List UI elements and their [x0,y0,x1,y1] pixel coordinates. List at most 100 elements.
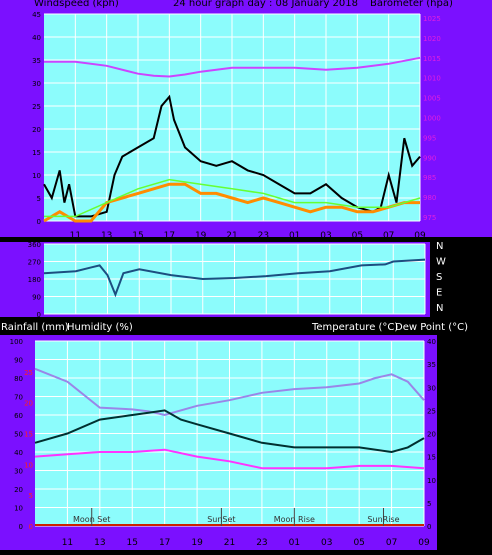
humidity-y-tick-label: 90 [14,357,23,365]
humidity-y-tick-label: 30 [14,468,23,476]
humidity-y-tick-label: 60 [14,412,23,420]
temperature-axis-title: Temperature (°C) [311,322,398,333]
barometer-y-tick-label: 1025 [423,15,441,23]
rain-y-tick-label: 15 [24,431,33,439]
humidity-axis-title: Humidity (%) [67,322,133,333]
x-tick-label: 23 [258,231,269,241]
x-tick-label: 15 [127,538,138,548]
x-tick-label: 13 [94,538,105,548]
temperature-y-tick-label: 15 [427,454,436,462]
x-tick-label: 01 [289,231,300,241]
x-tick-label: 19 [191,538,203,548]
barometer-y-tick-label: 985 [423,174,436,182]
compass-label: N [436,303,443,314]
humidity-series [34,367,425,417]
wind-y-tick-label: 10 [32,172,41,180]
compass-label: E [436,288,442,299]
wind-y-tick-label: 40 [32,34,41,42]
barometer-y-tick-label: 1010 [423,75,441,83]
event-label: SunRise [367,515,399,524]
dew-point-series [34,448,425,470]
humidity-y-tick-label: 80 [14,375,23,383]
temperature-series [34,409,425,454]
compass-label: S [436,272,442,283]
barometer-y-tick-label: 1005 [423,95,441,103]
wind-y-tick-label: 0 [37,218,41,226]
humidity-y-tick-label: 20 [14,486,23,494]
x-tick-label: 17 [164,231,175,241]
gridlines [35,13,426,527]
temperature-y-tick-label: 10 [427,477,436,485]
barometer-y-tick-label: 980 [423,194,436,202]
temperature-y-tick-label: 30 [427,384,436,392]
x-tick-label: 09 [418,538,430,548]
barometer-y-tick-label: 1020 [423,35,441,43]
rainfall-axis-title: Rainfall (mm) [1,322,69,333]
rain-y-tick-label: 5 [29,492,33,500]
humidity-y-tick-label: 50 [14,431,23,439]
wind-direction-series [43,258,426,298]
rain-y-tick-label: 0 [29,523,33,531]
barometer-series [44,56,421,78]
x-tick-label: 21 [226,231,237,241]
temperature-y-tick-label: 0 [427,523,431,531]
x-tick-label: 05 [353,538,364,548]
barometer-y-tick-label: 990 [423,154,436,162]
x-tick-label: 17 [159,538,170,548]
wind-y-tick-label: 15 [32,149,41,157]
x-tick-label: 03 [320,231,331,241]
dew-point-axis-title: Dew Point (°C) [395,322,468,333]
wind-y-tick-label: 20 [32,126,41,134]
direction-y-tick-label: 270 [28,259,41,267]
x-tick-label: 11 [70,231,81,241]
x-tick-label: 21 [224,538,235,548]
event-label: Moon Rise [274,515,315,524]
x-tick-label: 15 [132,231,143,241]
direction-y-tick-label: 360 [28,241,41,249]
direction-y-tick-label: 180 [28,276,41,284]
wind-y-tick-label: 5 [37,195,41,203]
wind-y-tick-label: 30 [32,80,41,88]
temperature-y-tick-label: 20 [427,431,436,439]
temperature-y-tick-label: 40 [427,338,436,346]
x-tick-label: 05 [352,231,363,241]
direction-y-tick-label: 0 [37,311,41,319]
humidity-y-tick-label: 100 [10,338,23,346]
graph-title: 24 hour graph day : 08 January 2018 [173,0,358,9]
x-tick-label: 01 [289,538,300,548]
barometer-y-tick-label: 1015 [423,55,441,63]
humidity-y-tick-label: 0 [19,523,23,531]
wind-y-tick-label: 35 [32,57,41,65]
compass-label: W [436,257,446,268]
wind-average-series [44,178,421,218]
axis-labels: 1111131315151717191921212323010103030505… [10,11,446,548]
wind-y-tick-label: 25 [32,103,41,111]
temperature-y-tick-label: 35 [427,361,436,369]
rain-y-tick-label: 25 [24,369,33,377]
barometer-y-tick-label: 1000 [423,115,441,123]
x-tick-label: 03 [321,538,332,548]
x-tick-label: 13 [101,231,112,241]
direction-y-tick-label: 90 [32,294,41,302]
x-tick-label: 07 [383,231,394,241]
wind-y-tick-label: 45 [32,11,41,19]
humidity-y-tick-label: 10 [14,505,23,513]
x-tick-label: 11 [62,538,73,548]
sun-moon-events: Moon Set SunSet Moon Rise SunRise [73,508,400,526]
barometer-axis-title: Barometer (hpa) [370,0,453,9]
event-label: SunSet [207,515,235,524]
event-label: Moon Set [73,515,110,524]
x-tick-label: 19 [195,231,207,241]
x-tick-label: 23 [256,538,267,548]
rain-y-tick-label: 20 [24,400,33,408]
temperature-y-tick-label: 25 [427,407,436,415]
top-header: Windspeed (kph) 24 hour graph day : 08 J… [0,0,492,12]
compass-label: N [436,241,443,252]
temperature-y-tick-label: 5 [427,500,431,508]
barometer-y-tick-label: 975 [423,214,436,222]
humidity-y-tick-label: 70 [14,394,23,402]
x-tick-label: 07 [386,538,397,548]
humidity-y-tick-label: 40 [14,449,23,457]
